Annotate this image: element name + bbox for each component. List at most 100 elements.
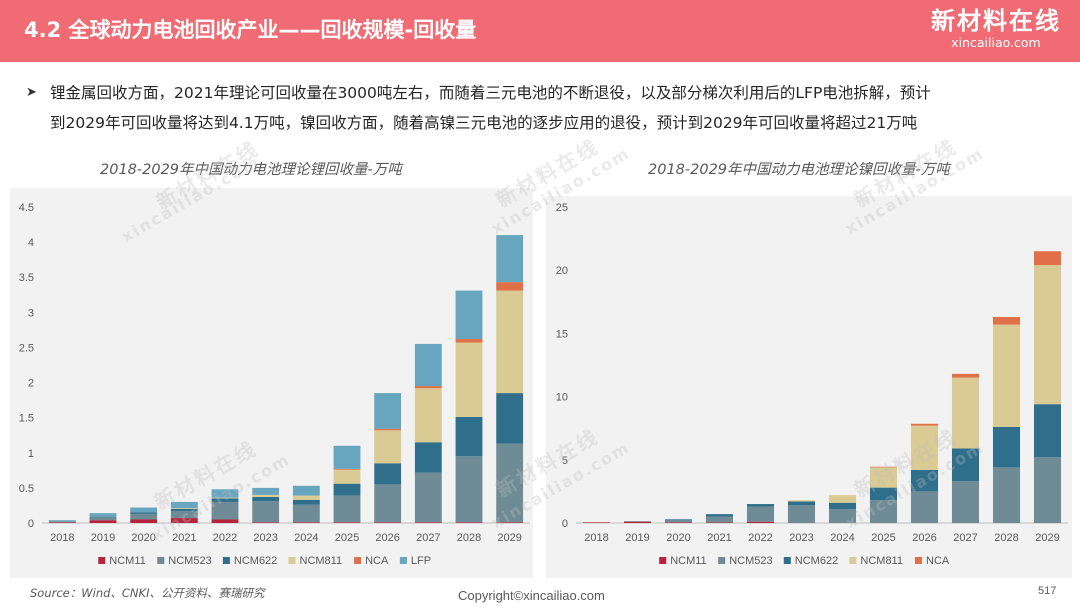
chart-panel-nickel: 0 5 10 15 20 25 2018 2019 2020 2021 2022 2023 2024 20…: [546, 196, 1072, 578]
bar-segment-lfp: [455, 290, 483, 340]
bar-segment-ncm811: [252, 494, 280, 498]
bar-segment-lfp: [170, 501, 198, 509]
bar-segment-ncm523: [623, 521, 652, 522]
bar-segment-ncm622: [951, 448, 980, 482]
bar-segment-ncm11: [374, 522, 402, 523]
bar-segment-ncm811: [170, 508, 198, 509]
y-tick-label: 1: [28, 448, 34, 460]
y-tick-label: 2: [28, 378, 34, 390]
x-tick-label: 2025: [871, 532, 895, 544]
x-tick-label: 2023: [789, 532, 813, 544]
bar-segment-ncm11: [623, 521, 652, 523]
bar-segment-ncm11: [292, 522, 320, 523]
bar-segment-nca: [951, 373, 980, 378]
x-tick-label: 2027: [953, 532, 977, 544]
bar-segment-nca: [333, 468, 361, 470]
source-note: Source：Wind、CNKI、公开资料、赛瑞研究: [30, 586, 265, 600]
bar-segment-nca: [869, 466, 898, 468]
bullet-line-2: 到2029年可回收量将达到4.1万吨，镍回收方面，随着高镍三元电池的逐步应用的退…: [50, 114, 918, 132]
y-tick-label: 0: [562, 518, 568, 530]
bullet-line-1: 锂金属回收方面，2021年理论可回收量在3000吨左右，而随着三元电池的不断退役…: [50, 84, 931, 102]
x-tick-label: 2023: [253, 532, 277, 544]
bar-segment-ncm811: [333, 469, 361, 484]
bar-segment-ncm811: [292, 495, 320, 500]
bullet-text: 锂金属回收方面，2021年理论可回收量在3000吨左右，而随着三元电池的不断退役…: [50, 78, 1080, 138]
bar-segment-ncm523: [89, 517, 117, 521]
y-tick-label: 5: [562, 455, 568, 467]
bar-segment-ncm622: [170, 508, 198, 512]
bar-segment-ncm523: [992, 467, 1021, 523]
page-number: 517: [1038, 585, 1057, 597]
bar-segment-ncm622: [292, 499, 320, 505]
x-tick-label: 2026: [912, 532, 936, 544]
x-tick-label: 2025: [335, 532, 359, 544]
bar-segment-ncm11: [333, 522, 361, 523]
x-tick-label: 2018: [50, 532, 74, 544]
bar-segment-ncm811: [496, 290, 524, 394]
bar-segment-ncm11: [664, 522, 693, 523]
x-tick-label: 2020: [131, 532, 155, 544]
bar-segment-lfp: [496, 235, 524, 283]
bar-segment-ncm523: [292, 504, 320, 523]
bar-segment-ncm622: [787, 501, 816, 506]
legend-swatch: [915, 557, 922, 564]
bar-segment-nca: [455, 339, 483, 343]
bar-segment-ncm523: [746, 506, 775, 522]
y-tick-label: 1.5: [19, 413, 34, 425]
bar-segment-nca: [496, 282, 524, 291]
legend-label: NCA: [365, 555, 389, 567]
bar-segment-ncm11: [89, 520, 117, 523]
bar-segment-ncm523: [211, 501, 239, 520]
bar-segment-nca: [374, 428, 402, 431]
bar-segment-ncm811: [828, 495, 857, 503]
bar-segment-ncm622: [89, 516, 117, 518]
bar-segment-ncm622: [211, 498, 239, 502]
bar-segment-ncm622: [828, 502, 857, 510]
legend-label: NCA: [926, 555, 950, 567]
bar-segment-nca: [992, 316, 1021, 325]
bar-segment-ncm11: [582, 522, 611, 523]
x-tick-label: 2022: [748, 532, 772, 544]
bar-segment-nca: [1033, 251, 1062, 266]
y-tick-label: 0.5: [19, 483, 34, 495]
legend-label: NCM11: [670, 555, 706, 567]
legend-label: NCM622: [234, 555, 277, 567]
legend-label: NCM11: [109, 555, 145, 567]
bar-segment-ncm811: [951, 377, 980, 449]
bar-segment-ncm622: [252, 497, 280, 502]
logo-main-text: 新材料在线: [931, 7, 1061, 35]
x-tick-label: 2027: [416, 532, 440, 544]
y-tick-label: 3.5: [19, 272, 34, 284]
bar-segment-ncm523: [333, 495, 361, 523]
bar-segment-ncm622: [664, 519, 693, 520]
bar-segment-ncm523: [664, 519, 693, 523]
bar-segment-ncm811: [374, 430, 402, 464]
legend-swatch: [783, 557, 791, 564]
bar-segment-ncm523: [705, 516, 734, 523]
legend-label: NCM811: [860, 555, 903, 567]
bar-segment-ncm811: [211, 497, 239, 499]
x-tick-label: 2019: [91, 532, 115, 544]
legend-swatch: [288, 557, 296, 564]
bar-segment-lfp: [130, 507, 158, 513]
bar-segment-ncm11: [496, 522, 524, 523]
x-tick-label: 2024: [294, 532, 318, 544]
bar-segment-ncm523: [414, 472, 442, 523]
x-tick-label: 2022: [213, 532, 237, 544]
bar-segment-ncm811: [414, 388, 442, 443]
legend-label: NCM523: [168, 555, 211, 567]
legend-swatch: [718, 557, 726, 564]
bar-segment-nca: [910, 423, 939, 426]
bullet-arrow-icon: ➤: [26, 84, 37, 99]
bar-segment-lfp: [333, 445, 361, 469]
x-tick-label: 2026: [375, 532, 399, 544]
bar-segment-ncm523: [496, 443, 524, 523]
bar-segment-ncm523: [48, 521, 76, 523]
y-tick-label: 4: [28, 237, 34, 249]
legend-label: LFP: [411, 555, 431, 567]
bar-segment-ncm811: [1033, 265, 1062, 405]
bar-segment-ncm622: [333, 483, 361, 496]
y-tick-label: 4.5: [19, 202, 34, 214]
y-tick-label: 15: [556, 328, 568, 340]
chart-panel-lithium: 0 0.5 1 1.5 2 2.5 3 3.5 4 4.5 2018 2019 2020 2021 2022…: [10, 188, 533, 578]
